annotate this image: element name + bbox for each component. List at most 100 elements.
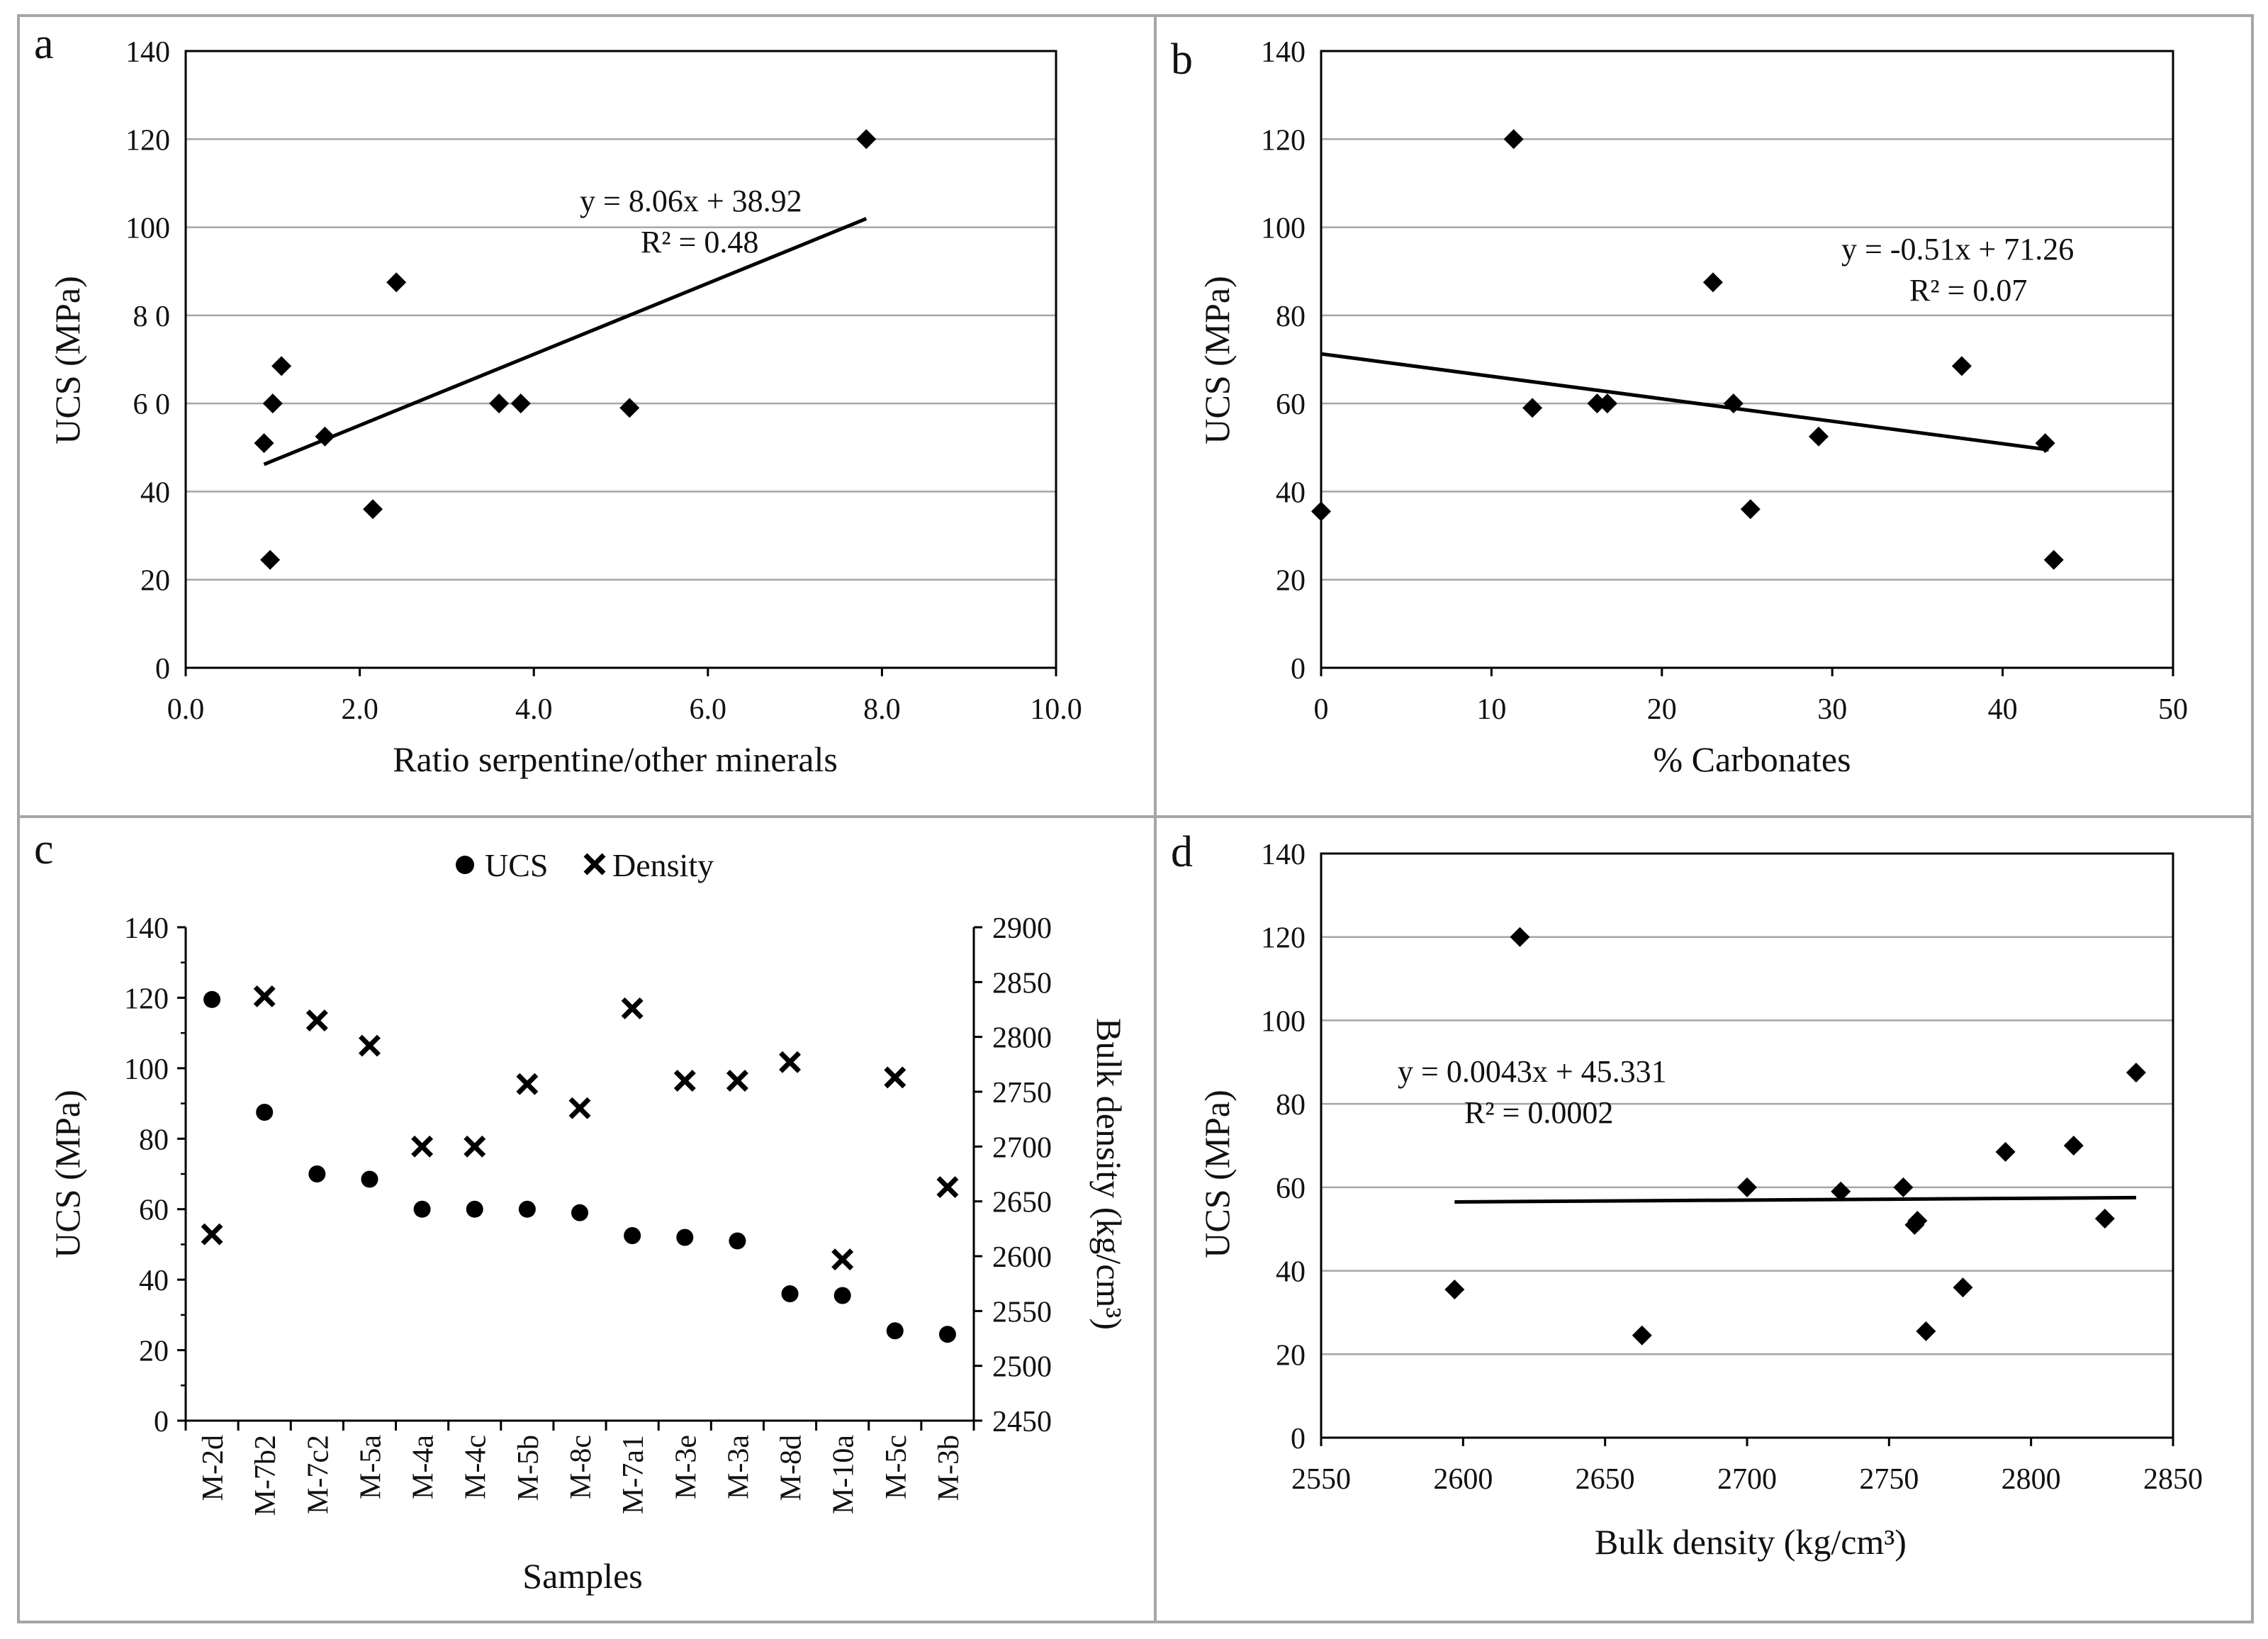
panel-a-r2: R² = 0.48 — [641, 225, 758, 259]
panel-a-xtick-label: 6.0 — [690, 693, 727, 726]
panel-d-data-point — [1907, 1210, 1928, 1231]
panel-c-density-point — [726, 1070, 748, 1092]
panel-label-c: c — [34, 825, 54, 873]
panel-c-ytick-label: 0 — [154, 1406, 169, 1438]
panel-a-data-point — [271, 356, 292, 376]
panel-c-category-label: M-7b2 — [249, 1435, 282, 1516]
panel-b: b 0 20 40 60 80 100 120 140 0 10 20 30 40 50 y = -0.… — [1171, 35, 2188, 779]
panel-c-density-stroke — [253, 985, 276, 1007]
panel-c-density-stroke — [779, 1051, 802, 1073]
legend-density-label: Density — [612, 847, 714, 883]
panel-a-data-point — [510, 393, 531, 414]
panel-a-xlabel: Ratio serpentine/other minerals — [393, 739, 838, 779]
panel-c-y2tick-label: 2600 — [992, 1241, 1052, 1274]
panel-c-density-point — [673, 1070, 696, 1092]
panel-d-ytick-label: 80 — [1276, 1089, 1306, 1121]
panel-c-category-label: M-3a — [722, 1435, 755, 1499]
panel-a-points — [254, 129, 877, 570]
panel-c-density-stroke — [358, 1034, 381, 1057]
panel-d-data-point — [1444, 1280, 1465, 1300]
panel-a-ytick-label: 0 — [155, 653, 170, 686]
panel-c-ucs-point — [676, 1229, 694, 1246]
panel-c-category-label: M-3b — [933, 1435, 965, 1501]
panel-c-ucs-point — [361, 1170, 378, 1188]
panel-d-data-point — [1893, 1177, 1914, 1197]
panel-c-category-label: M-5c — [880, 1435, 913, 1499]
panel-c-xlabel: Samples — [522, 1556, 642, 1596]
panel-c-ucs-point — [624, 1227, 641, 1244]
panel-b-xtick-label: 50 — [2158, 693, 2188, 726]
panel-a-xtick-label: 4.0 — [515, 693, 553, 726]
panel-a-data-point — [254, 433, 274, 454]
panel-a-ytick-label: 8 0 — [133, 301, 171, 333]
panel-c-y2tick-label: 2700 — [992, 1131, 1052, 1164]
panel-a-data-point — [386, 272, 407, 293]
panel-c-ucs-points — [203, 990, 956, 1343]
panel-a-plot-border — [184, 50, 1057, 669]
panel-b-ytick-label: 0 — [1291, 653, 1306, 686]
panel-a-ytick-label: 6 0 — [133, 388, 171, 421]
panel-c-ucs-point — [256, 1104, 274, 1121]
panel-b-equation: y = -0.51x + 71.26 — [1841, 232, 2074, 267]
panel-b-grid — [1320, 50, 2174, 669]
panel-c-y2ticks: 2450 2500 2550 2600 2650 2700 2750 2800 2850 2900 — [974, 912, 1052, 1438]
panel-d-xtick-label: 2550 — [1291, 1463, 1351, 1496]
panel-a-ytick-label: 120 — [125, 124, 170, 157]
panel-b-ytick-label: 20 — [1276, 565, 1306, 598]
panel-d-xtick-label: 2700 — [1717, 1463, 1777, 1496]
panel-a-data-point — [363, 499, 383, 520]
panel-c-ucs-point — [781, 1285, 799, 1303]
panel-c-categories: M-2d M-7b2 M-7c2 M-5a M-4a M-4c M-5b M-8c M-7a1 M… — [184, 1421, 975, 1516]
panel-c-density-point — [831, 1248, 854, 1271]
panel-c-category-label: M-10a — [828, 1435, 860, 1514]
panel-c-density-point — [779, 1051, 802, 1073]
panel-b-xtick-label: 20 — [1647, 693, 1677, 726]
panel-d-ytick-label: 100 — [1261, 1005, 1306, 1038]
panel-c-category-label: M-8c — [565, 1435, 597, 1499]
panel-b-trend-line — [1320, 352, 2049, 452]
panel-b-ytick-label: 80 — [1276, 301, 1306, 333]
panel-d: d 0 20 40 60 80 100 120 140 2550 2600 2650 2700 275… — [1171, 828, 2203, 1562]
panel-b-ylabel: UCS (MPa) — [1197, 276, 1237, 444]
panel-c-y2tick-label: 2750 — [992, 1077, 1052, 1109]
panel-c-category-label: M-7a1 — [617, 1435, 650, 1514]
panel-a-trend-line — [263, 217, 868, 466]
panel-c-ucs-point — [413, 1200, 431, 1218]
panel-d-data-point — [1632, 1325, 1652, 1346]
panel-a-xtick-label: 8.0 — [863, 693, 901, 726]
panel-label-a: a — [34, 20, 54, 68]
panel-d-ytick-label: 60 — [1276, 1173, 1306, 1205]
panel-d-data-point — [1510, 927, 1530, 947]
panel-c-ucs-point — [308, 1165, 326, 1182]
panel-b-data-point — [1723, 393, 1744, 414]
panel-d-data-point — [2126, 1063, 2146, 1083]
panel-c-density-point — [936, 1176, 959, 1199]
panel-b-data-point — [1597, 393, 1617, 414]
panel-c-density-point — [201, 1223, 223, 1246]
panel-c-ytick-label: 140 — [124, 912, 169, 945]
panel-c-density-stroke — [464, 1135, 486, 1158]
panel-d-data-point — [1953, 1277, 1973, 1298]
panel-c-density-stroke — [936, 1176, 959, 1199]
panel-label-d: d — [1171, 828, 1193, 876]
panel-d-xticks: 2550 2600 2650 2700 2750 2800 2850 — [1291, 1438, 2203, 1496]
panel-d-yticks: 0 20 40 60 80 100 120 140 — [1261, 839, 1306, 1455]
panel-b-data-point — [1702, 272, 1723, 293]
panel-c-density-stroke — [568, 1097, 591, 1119]
panel-c-y2tick-label: 2550 — [992, 1296, 1052, 1328]
panel-c-category-label: M-3e — [670, 1435, 702, 1499]
panel-b-ytick-label: 140 — [1261, 36, 1306, 69]
panel-c-ytick-label: 20 — [139, 1336, 169, 1368]
panel-a-data-point — [856, 129, 877, 150]
panel-a-ytick-label: 20 — [140, 565, 170, 598]
panel-c-density-point — [358, 1034, 381, 1057]
panel-b-trendline — [1320, 352, 2049, 452]
legend-ucs-marker — [456, 856, 474, 874]
panel-d-xtick-label: 2650 — [1576, 1463, 1635, 1496]
panel-c-density-point — [568, 1097, 591, 1119]
panel-c-density-point — [884, 1066, 906, 1089]
panel-c-ucs-point — [938, 1326, 956, 1343]
panel-a-equation: y = 8.06x + 38.92 — [580, 184, 802, 218]
panel-d-trendline — [1454, 1195, 2136, 1204]
panel-c-density-point — [516, 1073, 539, 1095]
